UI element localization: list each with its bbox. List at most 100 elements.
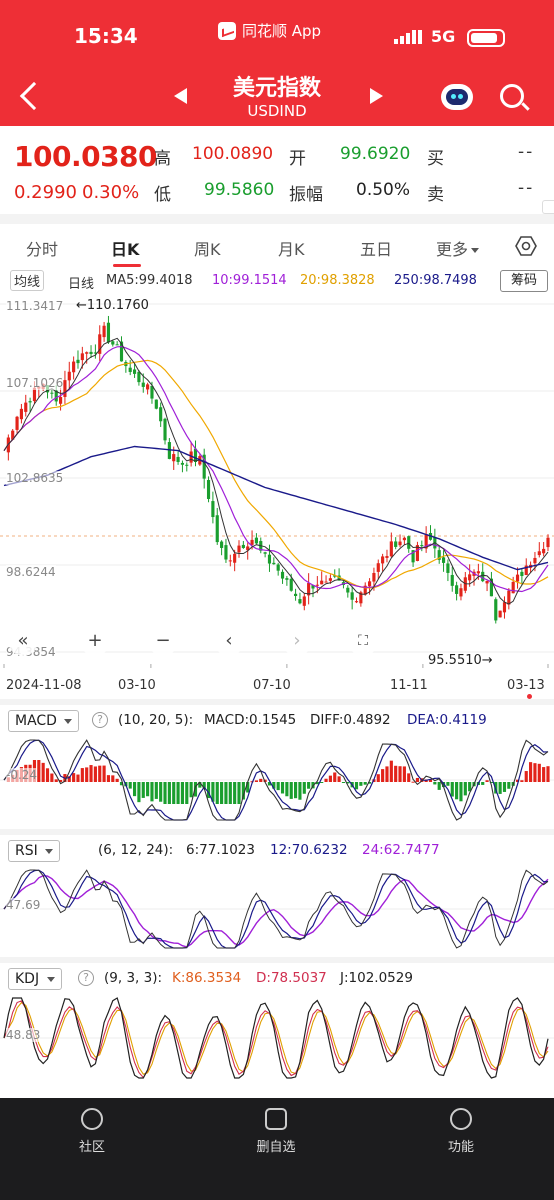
candle [189, 451, 193, 463]
macd-bar [154, 782, 158, 799]
macd-diff: DIFF:0.4892 [310, 712, 391, 728]
ma250-value: 250:98.7498 [394, 273, 477, 288]
sell-label: 卖 [427, 185, 444, 205]
macd-bar [446, 782, 450, 786]
kdj-name: KDJ [15, 971, 40, 987]
nav-remove-watchlist-label: 删自选 [256, 1140, 296, 1155]
candle [98, 334, 102, 354]
zoom-out-button[interactable]: − [148, 626, 178, 656]
collapse-left-button[interactable]: « [8, 626, 38, 656]
ma20-value: 20:98.3828 [300, 273, 375, 288]
rsi-chart[interactable] [0, 864, 554, 954]
latest-dot [527, 694, 532, 699]
candle [407, 536, 411, 549]
candle [441, 557, 446, 563]
candle [211, 501, 215, 518]
kdj-header: KDJ ? (9, 3, 3): K:86.3534 D:78.5037 J:1… [0, 968, 554, 990]
candle [267, 554, 272, 564]
search-icon[interactable] [500, 84, 524, 108]
divider [0, 699, 554, 705]
next-instrument-button[interactable] [370, 88, 383, 104]
macd-selector[interactable]: MACD [8, 710, 80, 732]
macd-bar [485, 780, 489, 782]
ma-type-selector[interactable]: 均线 [10, 270, 45, 291]
app-logo-icon [218, 21, 236, 40]
candle [485, 580, 489, 584]
nav-remove-watchlist[interactable]: 删自选 [246, 1108, 306, 1155]
prev-instrument-button[interactable] [174, 88, 187, 104]
candle [320, 580, 324, 585]
ma20-line [3, 359, 549, 589]
chip-distribution-button[interactable]: 筹码 [500, 270, 548, 292]
macd-bar [146, 782, 150, 797]
tab-monthly-k[interactable]: 月K [278, 240, 305, 259]
macd-bar [280, 782, 285, 794]
ma-period-label: 日线 [68, 277, 95, 292]
candle [437, 550, 441, 560]
price-change: 0.2990 [14, 182, 77, 203]
macd-bar [359, 782, 363, 786]
bottom-nav: 社区 删自选 功能 [0, 1098, 554, 1200]
assistant-robot-icon[interactable] [441, 84, 473, 110]
divider [0, 829, 554, 835]
candle [159, 407, 163, 422]
tab-weekly-k[interactable]: 周K [194, 240, 221, 259]
nav-functions[interactable]: 功能 [431, 1108, 491, 1155]
candle [398, 541, 402, 546]
candle [28, 401, 32, 403]
macd-bar [89, 765, 93, 782]
kdj-axis-label: 48.83 [6, 1028, 41, 1042]
macd-bar [315, 782, 319, 785]
candle [285, 578, 289, 580]
macd-bar [459, 782, 463, 802]
candle [50, 392, 54, 394]
help-icon[interactable]: ? [78, 970, 94, 986]
tab-five-day[interactable]: 五日 [360, 240, 393, 259]
kline-chart[interactable] [0, 296, 554, 668]
macd-bar [276, 782, 280, 791]
kdj-chart[interactable] [0, 992, 554, 1084]
candle [481, 571, 485, 582]
fullscreen-icon[interactable]: ⛶ [348, 626, 378, 656]
kdj-selector[interactable]: KDJ [8, 968, 62, 990]
candle [224, 545, 228, 560]
status-time: 15:34 [74, 24, 138, 48]
macd-bar [41, 762, 45, 782]
help-icon[interactable]: ? [92, 712, 108, 728]
macd-bar [102, 765, 106, 782]
candle [385, 556, 389, 558]
tab-intraday[interactable]: 分时 [26, 240, 59, 259]
scroll-right-button[interactable]: › [282, 626, 312, 656]
tab-daily-k[interactable]: 日K [111, 240, 140, 259]
candle [376, 563, 380, 572]
nav-community[interactable]: 社区 [62, 1108, 122, 1155]
macd-bar [272, 782, 276, 789]
remove-watchlist-icon [265, 1108, 287, 1130]
zoom-in-button[interactable]: + [80, 626, 110, 656]
macd-bar [450, 782, 454, 797]
settings-icon[interactable] [515, 235, 537, 257]
candle [476, 571, 480, 574]
side-drawer-handle[interactable] [542, 200, 554, 214]
app-name[interactable]: 同花顺 App [218, 20, 321, 41]
macd-bar [45, 768, 50, 782]
macd-bar [167, 782, 171, 804]
candle [307, 583, 311, 596]
rsi-6-line [3, 869, 549, 949]
candle [489, 578, 493, 597]
candles-layer [6, 315, 550, 624]
tab-more[interactable]: 更多 [436, 236, 480, 260]
macd-bar [376, 774, 380, 782]
rsi-selector[interactable]: RSI [8, 840, 61, 862]
high-value: 100.0890 [192, 144, 274, 164]
macd-bar [433, 782, 437, 785]
candle [333, 575, 337, 577]
macd-chart[interactable] [0, 734, 554, 826]
candle [246, 546, 250, 551]
macd-bar [228, 782, 232, 804]
scroll-left-button[interactable]: ‹ [214, 626, 244, 656]
macd-bar [206, 782, 211, 799]
macd-bar [50, 773, 54, 782]
candle [389, 541, 393, 557]
